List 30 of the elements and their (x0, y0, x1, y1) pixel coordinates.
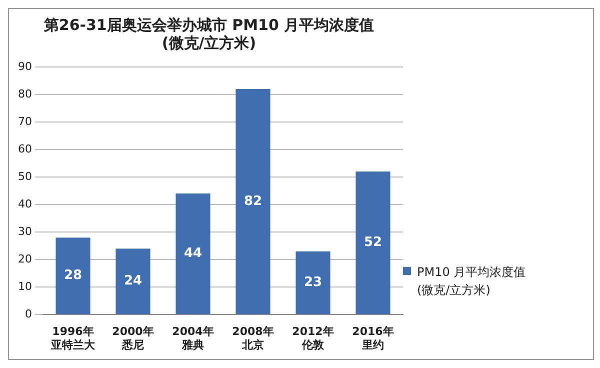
data-label: 52 (364, 235, 382, 250)
bar (236, 89, 270, 314)
legend-label: PM10 月平均浓度值 (微克/立方米) (417, 264, 526, 299)
bar (176, 194, 210, 314)
x-tick-label: 2008年北京 (232, 325, 274, 352)
bar (296, 251, 330, 314)
chart-title: 第26-31届奥运会举办城市 PM10 月平均浓度值 (微克/立方米) (42, 16, 374, 52)
y-tick-label: 20 (18, 252, 32, 266)
bar (56, 238, 90, 314)
x-tick-label: 2000年悉尼 (112, 325, 154, 352)
bar (116, 248, 150, 314)
x-tick-label: 2016年里约 (352, 325, 394, 352)
data-label: 82 (244, 194, 262, 209)
y-tick-label: 60 (18, 142, 32, 156)
y-tick-label: 10 (18, 280, 32, 293)
y-tick-label: 80 (18, 87, 32, 100)
y-tick-label: 30 (18, 224, 32, 238)
y-tick-label: 90 (18, 60, 32, 73)
data-label: 28 (64, 268, 82, 284)
x-tick-label: 2012年伦敦 (292, 325, 334, 352)
y-tick-label: 40 (18, 197, 32, 210)
y-tick-label: 70 (18, 114, 32, 128)
bar (356, 172, 390, 314)
x-tick-label: 2004年雅典 (172, 325, 214, 352)
data-label: 24 (124, 274, 142, 289)
y-tick-label: 50 (18, 170, 32, 183)
x-tick-label: 1996年亚特兰大 (50, 325, 96, 352)
data-label: 44 (184, 246, 202, 262)
y-tick-label: 0 (24, 307, 32, 320)
data-label: 23 (304, 275, 322, 290)
